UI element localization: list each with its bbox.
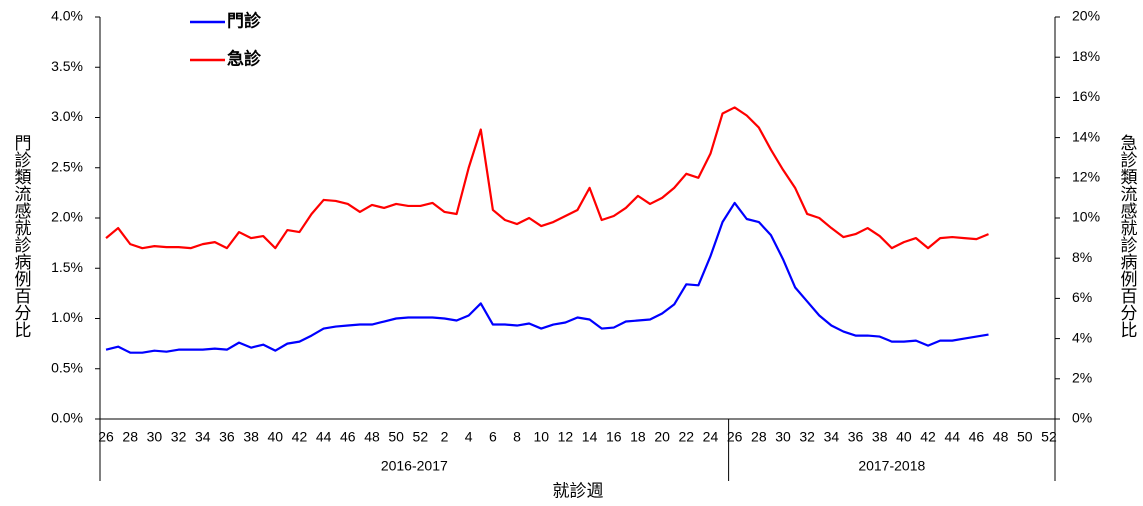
y-axis-label: 門診類流感就診病例百分比: [12, 134, 32, 338]
x-tick-label: 26: [727, 429, 743, 445]
y2-axis-label: 急診類流感就診病例百分比: [1118, 134, 1138, 338]
x-tick-label: 42: [292, 429, 308, 445]
y2-tick-label: 20%: [1072, 8, 1100, 24]
x-tick-label: 24: [703, 429, 719, 445]
x-tick-label: 2: [441, 429, 449, 445]
y-tick-label: 2.5%: [51, 158, 83, 174]
x-tick-label: 10: [533, 429, 549, 445]
x-tick-label: 20: [654, 429, 670, 445]
series-line: [105, 106, 989, 250]
legend-label: 門診: [227, 10, 262, 30]
x-tick-label: 8: [513, 429, 521, 445]
y2-tick-label: 16%: [1072, 88, 1100, 104]
y2-tick-label: 14%: [1072, 128, 1100, 144]
x-tick-label: 28: [751, 429, 767, 445]
y-tick-label: 2.0%: [51, 209, 83, 225]
x-tick-label: 4: [465, 429, 473, 445]
x-tick-label: 46: [340, 429, 356, 445]
y-tick-label: 4.0%: [51, 8, 83, 24]
x-tick-label: 52: [1041, 429, 1057, 445]
y2-tick-label: 8%: [1072, 249, 1092, 265]
y2-tick-label: 18%: [1072, 48, 1100, 64]
y2-tick-label: 2%: [1072, 370, 1092, 386]
x-tick-label: 38: [872, 429, 888, 445]
x-tick-label: 40: [896, 429, 912, 445]
x-tick-label: 12: [558, 429, 574, 445]
y-tick-label: 1.5%: [51, 259, 83, 275]
x-tick-label: 36: [219, 429, 235, 445]
series-line: [105, 201, 989, 354]
x-tick-label: 26: [98, 429, 114, 445]
x-tick-label: 48: [364, 429, 380, 445]
x-tick-label: 30: [147, 429, 163, 445]
y-tick-label: 0.5%: [51, 359, 83, 375]
group-label: 2017-2018: [858, 458, 925, 474]
y-tick-label: 0.0%: [51, 410, 83, 426]
y2-tick-label: 6%: [1072, 289, 1092, 305]
x-tick-label: 44: [316, 429, 332, 445]
x-tick-label: 44: [944, 429, 960, 445]
x-tick-label: 14: [582, 429, 598, 445]
x-tick-label: 52: [413, 429, 429, 445]
x-tick-label: 36: [848, 429, 864, 445]
y-tick-label: 3.0%: [51, 108, 83, 124]
y2-tick-label: 10%: [1072, 209, 1100, 225]
x-tick-label: 22: [679, 429, 695, 445]
y2-tick-label: 4%: [1072, 329, 1092, 345]
x-tick-label: 46: [969, 429, 985, 445]
y2-tick-label: 0%: [1072, 410, 1092, 426]
x-tick-label: 30: [775, 429, 791, 445]
x-tick-label: 34: [824, 429, 840, 445]
x-tick-label: 38: [243, 429, 259, 445]
x-tick-label: 16: [606, 429, 622, 445]
y-tick-label: 1.0%: [51, 309, 83, 325]
x-tick-label: 28: [122, 429, 138, 445]
x-tick-label: 32: [171, 429, 187, 445]
x-tick-label: 18: [630, 429, 646, 445]
y2-tick-label: 12%: [1072, 169, 1100, 185]
legend-label: 急診: [227, 48, 262, 68]
x-tick-label: 32: [799, 429, 815, 445]
x-tick-label: 40: [267, 429, 283, 445]
x-tick-label: 50: [388, 429, 404, 445]
x-axis-label: 就診週: [553, 481, 604, 500]
x-tick-label: 50: [1017, 429, 1033, 445]
x-tick-label: 34: [195, 429, 211, 445]
y-tick-label: 3.5%: [51, 58, 83, 74]
x-tick-label: 42: [920, 429, 936, 445]
x-tick-label: 48: [993, 429, 1009, 445]
x-tick-label: 6: [489, 429, 497, 445]
group-label: 2016-2017: [381, 458, 448, 474]
